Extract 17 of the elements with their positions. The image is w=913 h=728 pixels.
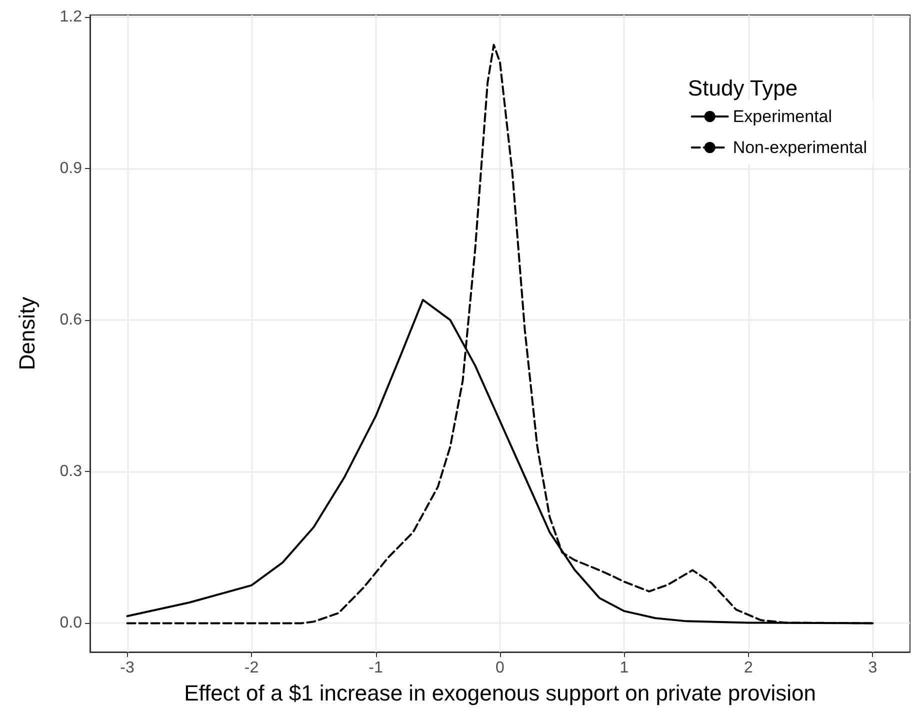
x-tick-label: -1: [368, 660, 383, 676]
x-tick-label: 0: [496, 660, 505, 676]
y-tick-label: 0.9: [60, 160, 82, 178]
legend-title: Study Type: [688, 76, 798, 100]
legend-label: Non-experimental: [732, 138, 868, 157]
y-tick-label: 1.2: [60, 8, 82, 26]
legend-label: Experimental: [732, 107, 832, 126]
y-tick-label: 0.6: [60, 312, 82, 329]
x-tick-label: -3: [120, 660, 134, 676]
y-tick-label: 0.0: [60, 614, 82, 632]
x-tick-label: 3: [868, 660, 878, 676]
x-tick-label: 1: [620, 660, 629, 676]
x-tick-label: 2: [744, 660, 754, 676]
x-axis-title: Effect of a $1 increase in exogenous support on private provision: [184, 680, 816, 706]
x-tick-label: -2: [244, 660, 259, 676]
y-axis-title: Density: [14, 296, 40, 370]
y-tick-label: 0.3: [60, 463, 82, 480]
